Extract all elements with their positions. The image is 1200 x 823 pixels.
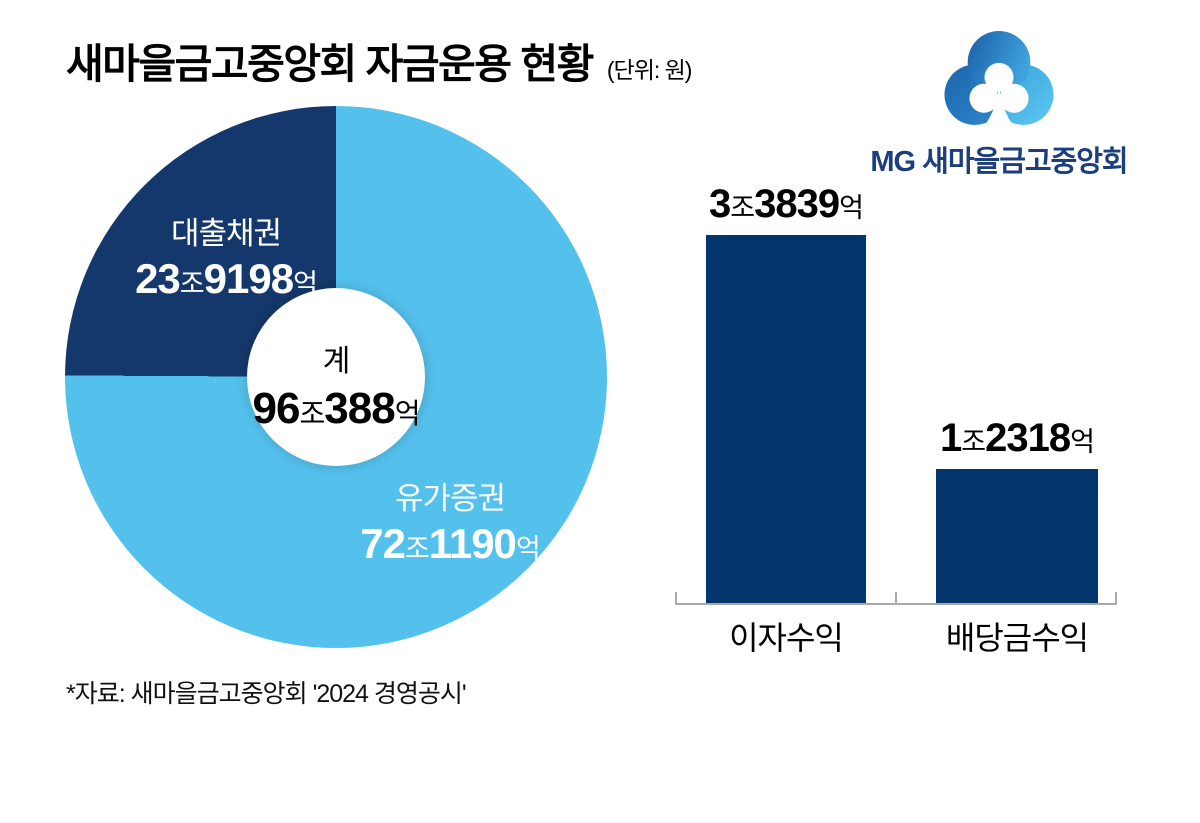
segment-value: 72조1190억 — [360, 519, 541, 567]
donut-total-label: 계 96조388억 — [65, 336, 607, 434]
segment-value: 23조9198억 — [135, 254, 318, 302]
axis-tick — [675, 592, 677, 605]
page-title: 새마을금고중앙회 자금운용 현황 — [66, 41, 594, 87]
donut-center-hole — [247, 288, 425, 466]
axis-tick — [1115, 592, 1117, 605]
source-note: *자료: 새마을금고중앙회 '2024 경영공시' — [66, 680, 467, 708]
mg-clover-icon — [944, 30, 1054, 128]
bar-category-label: 이자수익 — [729, 620, 844, 656]
segment-name: 유가증권 — [394, 481, 506, 516]
axis-tick — [895, 592, 897, 605]
segment-label-loans: 대출채권 23조9198억 — [83, 216, 369, 303]
bar: 1조2318억 — [936, 416, 1098, 603]
bar: 3조3839억 — [706, 182, 866, 603]
bar-value-label: 1조2318억 — [940, 416, 1095, 460]
unit-label: (단위: 원) — [606, 57, 693, 83]
total-name: 계 — [322, 345, 351, 378]
bar-chart: 3조3839억 1조2318억 이자수익 배당금수익 — [675, 180, 1117, 656]
mg-logo-text: MG 새마을금고중앙회 — [870, 146, 1128, 178]
bar-value-label: 3조3839억 — [709, 182, 864, 226]
mg-logo: MG 새마을금고중앙회 — [853, 24, 1145, 180]
segment-label-securities: 유가증권 72조1190억 — [307, 481, 593, 568]
segment-name: 대출채권 — [170, 216, 282, 251]
header: 새마을금고중앙회 자금운용 현황 (단위: 원) — [66, 30, 693, 90]
donut-chart: 대출채권 23조9198억 유가증권 72조1190억 계 96조388억 — [65, 106, 607, 648]
bar-category-label: 배당금수익 — [945, 620, 1089, 656]
total-value: 96조388억 — [252, 384, 421, 433]
